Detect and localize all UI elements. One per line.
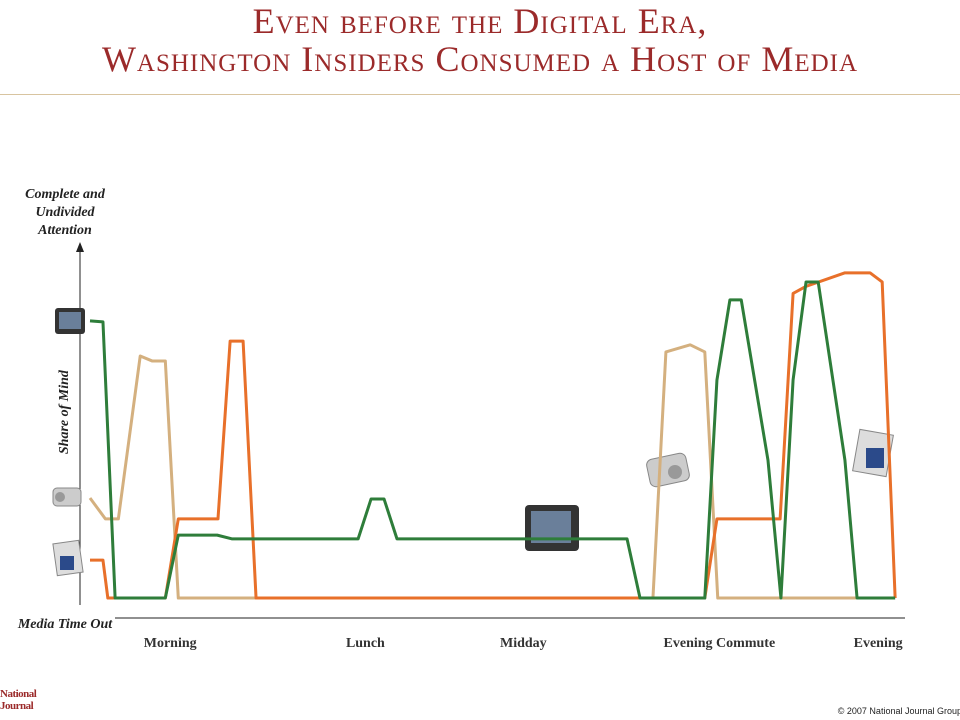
- x-tick-label: Evening: [854, 636, 903, 651]
- footer: © 2007 National Journal Group: [837, 706, 960, 716]
- y-axis-title: Share of Mind: [57, 369, 72, 454]
- x-tick-label: Evening Commute: [664, 636, 776, 651]
- logo: National Journal: [0, 688, 37, 712]
- y-tick-label: Complete and Undivided Attention: [25, 187, 105, 238]
- radio-icon: [52, 487, 82, 507]
- title-line: Even before the Digital Era,: [252, 1, 708, 41]
- series-line: [90, 271, 897, 600]
- x-tick-label: Midday: [500, 636, 547, 651]
- tv-icon: [55, 308, 85, 334]
- y-tick-label: Media Time Out: [17, 617, 113, 632]
- title-line: Washington Insiders Consumed a Host of M…: [101, 39, 859, 79]
- y-axis-arrow: [76, 242, 84, 252]
- series-line: [88, 343, 896, 600]
- tv-icon: [525, 505, 579, 551]
- x-tick-label: Morning: [144, 636, 197, 651]
- newspaper-icon: [52, 539, 84, 577]
- x-tick-label: Lunch: [346, 636, 385, 651]
- series-line: [89, 280, 896, 600]
- title: Even before the Digital Era, Washington …: [0, 2, 960, 78]
- header-rule: [0, 94, 960, 95]
- radio-icon: [646, 452, 690, 488]
